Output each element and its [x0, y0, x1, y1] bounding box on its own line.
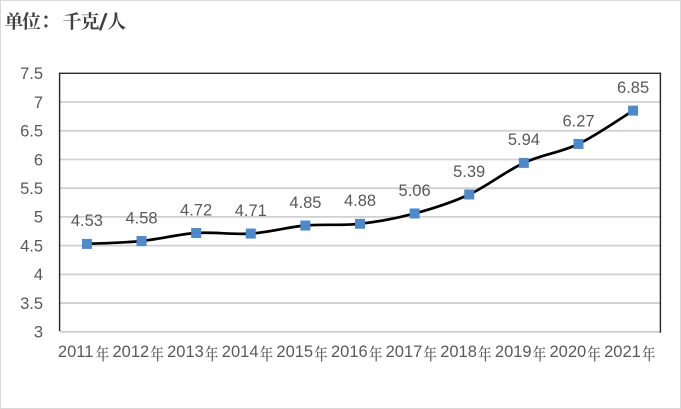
svg-text:4.71: 4.71 — [235, 202, 267, 220]
svg-text:4.72: 4.72 — [180, 201, 212, 219]
svg-text:2013: 2013 — [167, 343, 204, 361]
svg-text:5.06: 5.06 — [399, 182, 431, 200]
svg-text:4.88: 4.88 — [344, 192, 376, 210]
svg-text:4: 4 — [34, 266, 43, 284]
svg-text:6.5: 6.5 — [20, 123, 43, 141]
svg-text:5.5: 5.5 — [20, 180, 43, 198]
svg-text:2021: 2021 — [604, 343, 641, 361]
svg-text:2020: 2020 — [550, 343, 587, 361]
svg-text:4.58: 4.58 — [125, 209, 157, 227]
svg-text:2014: 2014 — [222, 343, 259, 361]
svg-text:2017: 2017 — [386, 343, 423, 361]
svg-text:2016: 2016 — [331, 343, 368, 361]
svg-text:7: 7 — [34, 94, 43, 112]
svg-text:4.85: 4.85 — [289, 194, 321, 212]
svg-text:4.5: 4.5 — [20, 237, 43, 255]
svg-text:3.5: 3.5 — [20, 295, 43, 313]
svg-text:6: 6 — [34, 151, 43, 169]
svg-text:7.5: 7.5 — [20, 65, 43, 83]
svg-text:6.85: 6.85 — [617, 79, 649, 97]
svg-text:5: 5 — [34, 209, 43, 227]
svg-text:2018: 2018 — [440, 343, 477, 361]
svg-text:5.39: 5.39 — [453, 163, 485, 181]
svg-text:3: 3 — [34, 324, 43, 342]
svg-text:6.27: 6.27 — [562, 112, 594, 130]
svg-text:2012: 2012 — [113, 343, 150, 361]
svg-text:5.94: 5.94 — [508, 131, 540, 149]
svg-text:2011: 2011 — [58, 343, 93, 361]
svg-text:4.53: 4.53 — [71, 212, 103, 230]
svg-text:2019: 2019 — [495, 343, 532, 361]
svg-text:2015: 2015 — [276, 343, 313, 361]
